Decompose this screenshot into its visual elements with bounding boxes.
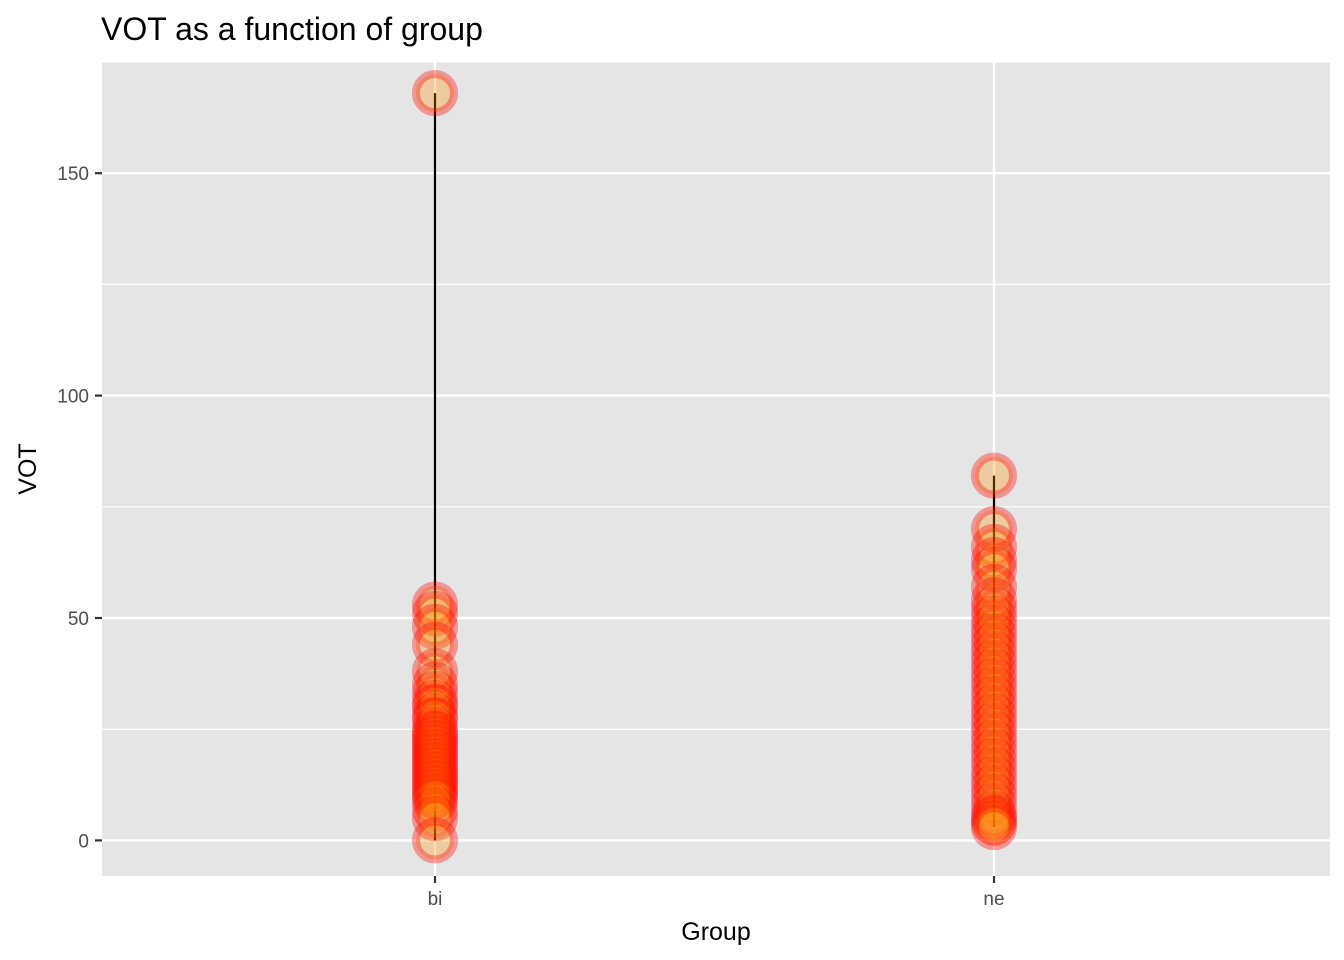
data-point-bi — [412, 777, 458, 824]
data-point-ne — [971, 537, 1017, 584]
data-point-ne — [971, 675, 1017, 722]
y-tick-label: 0 — [78, 831, 89, 852]
data-point-ne — [971, 683, 1017, 730]
data-point-ne — [971, 795, 1017, 842]
data-point-bi — [412, 728, 458, 775]
data-point-bi — [412, 750, 458, 797]
data-point-ne — [971, 648, 1017, 695]
data-point-bi — [412, 764, 458, 811]
data-point-ne — [971, 612, 1017, 659]
data-point-bi — [412, 621, 458, 668]
data-point-bi — [412, 679, 458, 726]
y-axis-title: VOT — [14, 443, 42, 494]
plot-panel — [102, 62, 1330, 876]
data-point-bi — [412, 817, 458, 864]
data-point-bi — [412, 590, 458, 637]
data-point-bi — [412, 648, 458, 695]
x-tick-label: ne — [983, 889, 1004, 910]
data-point-ne — [971, 595, 1017, 642]
data-point-bi — [412, 710, 458, 757]
data-point-ne — [971, 764, 1017, 811]
data-point-ne — [971, 799, 1017, 846]
x-tick-label: bi — [428, 889, 443, 910]
x-axis-title: Group — [681, 918, 750, 946]
data-point-ne — [971, 621, 1017, 668]
data-point-bi — [412, 786, 458, 833]
data-point-ne — [971, 603, 1017, 650]
data-point-bi — [412, 795, 458, 842]
y-tick-label: 150 — [57, 164, 89, 185]
data-point-ne — [971, 710, 1017, 757]
data-point-ne — [971, 701, 1017, 748]
data-point-bi — [412, 697, 458, 744]
data-point-bi — [412, 746, 458, 793]
data-point-ne — [971, 692, 1017, 739]
data-point-bi — [412, 737, 458, 784]
data-point-ne — [971, 746, 1017, 793]
data-point-bi — [412, 724, 458, 771]
data-point-ne — [971, 577, 1017, 624]
data-point-ne — [971, 639, 1017, 686]
data-point-bi — [412, 670, 458, 717]
data-marks — [412, 70, 1017, 864]
data-point-bi — [412, 732, 458, 779]
data-point-bi — [412, 772, 458, 819]
data-point-ne — [971, 586, 1017, 633]
data-point-ne — [971, 563, 1017, 610]
data-point-bi — [412, 759, 458, 806]
y-axis: 0 50 100 150 — [57, 164, 102, 852]
data-point-ne — [971, 804, 1017, 851]
data-point-bi — [412, 603, 458, 650]
data-point-ne — [971, 728, 1017, 775]
data-point-ne — [971, 657, 1017, 704]
data-point-ne — [971, 772, 1017, 819]
data-point-ne — [971, 452, 1017, 499]
data-point-ne — [971, 506, 1017, 553]
data-point-bi — [412, 683, 458, 730]
data-point-bi — [412, 70, 458, 117]
data-point-bi — [412, 755, 458, 802]
data-point-bi — [412, 741, 458, 788]
data-point-ne — [971, 755, 1017, 802]
data-point-ne — [971, 630, 1017, 677]
data-point-bi — [412, 581, 458, 628]
x-axis: bi ne — [428, 876, 1005, 910]
data-point-ne — [971, 737, 1017, 784]
data-point-ne — [971, 790, 1017, 837]
data-point-bi — [412, 768, 458, 815]
data-point-ne — [971, 666, 1017, 713]
data-point-bi — [412, 719, 458, 766]
y-tick-label: 50 — [68, 609, 89, 630]
data-point-ne — [971, 719, 1017, 766]
y-tick-label: 100 — [57, 387, 89, 408]
data-point-ne — [971, 546, 1017, 593]
data-point-ne — [971, 781, 1017, 828]
data-point-bi — [412, 715, 458, 762]
data-point-ne — [971, 523, 1017, 570]
data-point-bi — [412, 706, 458, 753]
data-point-bi — [412, 692, 458, 739]
chart-title: VOT as a function of group — [101, 11, 483, 47]
data-point-bi — [412, 661, 458, 708]
